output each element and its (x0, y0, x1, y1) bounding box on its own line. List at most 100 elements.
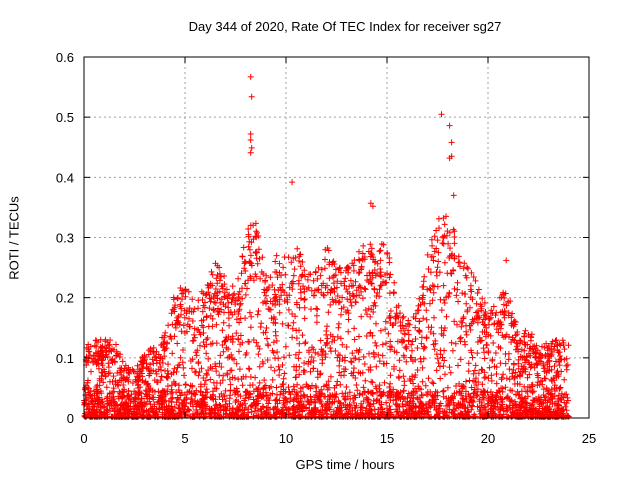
data-point (226, 322, 233, 329)
data-point (369, 390, 375, 397)
data-point (170, 378, 177, 385)
data-point (199, 391, 206, 398)
data-point (470, 370, 477, 377)
data-point (292, 313, 299, 320)
data-point (233, 397, 240, 404)
data-point (248, 408, 255, 415)
data-point (370, 309, 377, 315)
data-point (446, 364, 453, 371)
data-point (111, 358, 118, 365)
data-point (374, 270, 381, 277)
data-point (451, 234, 458, 240)
data-point (341, 366, 347, 372)
data-point (370, 256, 377, 263)
data-point (377, 257, 384, 264)
data-point (528, 331, 535, 338)
data-point (274, 409, 281, 415)
data-point (502, 290, 509, 297)
data-point (395, 412, 402, 419)
data-point (356, 346, 363, 353)
data-point (162, 413, 169, 420)
data-point (545, 406, 552, 413)
data-point (525, 350, 532, 357)
data-point (296, 363, 303, 370)
data-point (313, 319, 320, 326)
data-point (209, 315, 216, 322)
data-point (346, 283, 353, 290)
data-point (307, 368, 314, 375)
data-point (360, 242, 367, 249)
data-point (380, 360, 387, 367)
data-point (412, 336, 419, 342)
data-point (469, 296, 476, 303)
data-point (206, 305, 213, 312)
data-point (533, 342, 540, 349)
data-point (214, 280, 221, 287)
data-point (535, 411, 541, 418)
data-point (465, 391, 472, 398)
data-point (469, 397, 476, 404)
data-point (556, 362, 563, 369)
data-point (241, 258, 248, 265)
data-point (309, 382, 315, 389)
data-point (463, 395, 470, 402)
data-point (521, 330, 528, 337)
data-point (372, 339, 379, 346)
data-point (517, 395, 524, 402)
y-tick-label: 0.3 (56, 231, 74, 246)
data-point (196, 404, 203, 411)
data-points (81, 73, 572, 420)
data-point (350, 395, 356, 402)
data-point (359, 411, 365, 418)
data-point (549, 411, 556, 418)
data-point (349, 407, 356, 414)
data-point (299, 259, 306, 265)
data-point (225, 315, 232, 322)
data-point (441, 300, 448, 306)
data-point (251, 408, 258, 415)
data-point (250, 337, 257, 343)
data-point (300, 401, 307, 408)
data-point (276, 366, 283, 373)
data-point (338, 305, 345, 312)
data-point (548, 345, 555, 352)
data-point (431, 314, 437, 321)
data-point (266, 284, 272, 291)
data-point (114, 401, 120, 408)
data-point (370, 400, 377, 407)
data-point (279, 381, 286, 388)
x-tick-label: 10 (279, 431, 293, 446)
data-point (198, 365, 205, 372)
data-point (233, 360, 240, 367)
data-point (282, 343, 289, 350)
data-point (439, 240, 446, 247)
data-point (491, 363, 498, 370)
data-point (120, 368, 127, 374)
data-point (205, 323, 212, 330)
data-point (220, 348, 227, 355)
data-point (213, 275, 220, 282)
data-point (479, 295, 486, 302)
data-point (247, 382, 254, 389)
data-point (331, 285, 338, 292)
data-point (434, 283, 441, 290)
data-point (149, 405, 156, 412)
data-point (444, 384, 451, 391)
data-point (489, 408, 496, 415)
data-point (280, 264, 287, 271)
data-point (499, 398, 506, 405)
data-point (119, 358, 126, 365)
data-point (143, 388, 150, 395)
data-point (497, 345, 504, 352)
data-point (345, 328, 352, 335)
data-point (539, 353, 546, 359)
data-point (451, 285, 458, 292)
data-point (293, 404, 300, 411)
data-point (348, 359, 355, 366)
data-point (444, 399, 451, 405)
data-point (189, 296, 196, 303)
data-point (257, 275, 264, 282)
data-point (438, 307, 445, 314)
data-point (395, 302, 402, 309)
data-point (138, 395, 145, 402)
